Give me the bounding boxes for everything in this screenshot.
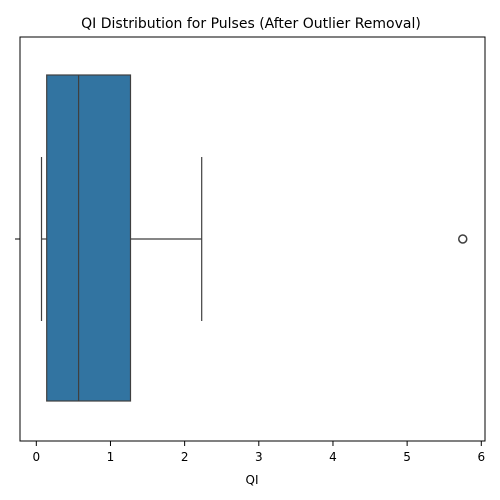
x-tick-label-1: 1 [107,450,115,464]
x-tick-label-6: 6 [477,450,485,464]
x-tick-label-4: 4 [329,450,337,464]
x-tick-label-0: 0 [32,450,40,464]
interquartile-box [46,74,132,402]
x-axis-label: QI [246,473,259,487]
chart-title: QI Distribution for Pulses (After Outlie… [81,16,421,32]
outlier-point [458,234,468,244]
boxplot-marks [40,74,468,402]
x-tick-label-3: 3 [255,450,263,464]
x-axis: 0 1 2 3 4 5 6 [32,441,485,464]
x-tick-label-5: 5 [403,450,411,464]
x-tick-label-2: 2 [181,450,189,464]
